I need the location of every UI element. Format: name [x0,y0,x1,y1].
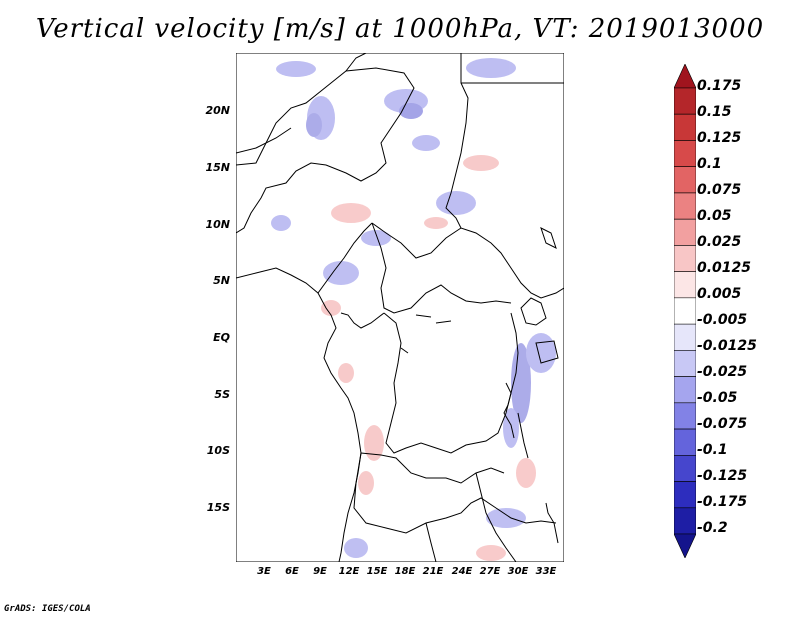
colorbar-swatch [674,297,696,325]
colorbar-label: 0.0125 [697,260,752,276]
colorbar-swatch [674,245,696,272]
colorbar-label: 0.075 [697,182,742,198]
lat-label-15s: 15S [206,501,230,514]
coastlines-and-borders [236,53,564,562]
colorbar-label: -0.005 [697,312,748,328]
colorbar-label: 0.005 [697,286,742,302]
colorbar-label: 0.125 [697,130,742,146]
lat-label-5s: 5S [214,388,230,401]
lat-label-10s: 10S [206,444,230,457]
colorbar-label: -0.0125 [697,338,757,354]
colorbar-swatch [674,64,696,89]
positive-velocity-field [321,155,536,561]
colorbar-swatch [674,507,696,535]
lon-label-6e: 6E [285,566,299,577]
colorbar-label: -0.075 [697,416,748,432]
colorbar-label: 0.05 [697,208,732,224]
map-title: Vertical velocity [m/s] at 1000hPa, VT: … [35,14,765,44]
colorbar-swatch [674,402,696,430]
map-panel [236,53,564,562]
colorbar-swatch [674,323,696,351]
lon-label-30e: 30E [507,566,529,577]
colorbar-swatch [674,271,696,299]
lon-label-12e: 12E [338,566,360,577]
colorbar-swatch [674,87,696,115]
lon-label-33e: 33E [535,566,557,577]
lon-label-9e: 9E [313,566,327,577]
grads-credit: GrADS: IGES/COLA [4,604,91,614]
lon-label-24e: 24E [451,566,473,577]
colorbar-swatch [674,428,696,456]
colorbar-swatch [674,166,696,194]
colorbar-label: 0.15 [697,104,732,120]
colorbar-swatch [674,481,696,509]
colorbar-label: 0.175 [697,78,742,94]
colorbar-label: 0.1 [697,156,722,172]
lon-label-18e: 18E [394,566,416,577]
colorbar-label: -0.175 [697,494,748,510]
colorbar [674,64,696,558]
colorbar-swatch [674,533,696,558]
lat-label-10n: 10N [205,218,230,231]
lat-label-5n: 5N [213,274,230,287]
colorbar-swatch [674,113,696,141]
colorbar-swatch [674,350,696,377]
lat-label-eq: EQ [213,331,230,344]
lon-label-27e: 27E [479,566,501,577]
lon-label-15e: 15E [366,566,388,577]
colorbar-swatch [674,376,696,404]
lat-label-15n: 15N [205,161,230,174]
lon-label-21e: 21E [422,566,444,577]
colorbar-swatch [674,192,696,220]
lat-label-20n: 20N [205,104,230,117]
colorbar-label: -0.05 [697,390,738,406]
colorbar-label: -0.025 [697,364,748,380]
colorbar-swatch [674,218,696,246]
colorbar-label: 0.025 [697,234,742,250]
colorbar-label: -0.125 [697,468,748,484]
lon-label-3e: 3E [257,566,271,577]
colorbar-swatch [674,454,696,482]
colorbar-label: -0.1 [697,442,728,458]
colorbar-swatch [674,140,696,168]
colorbar-label: -0.2 [697,520,728,536]
